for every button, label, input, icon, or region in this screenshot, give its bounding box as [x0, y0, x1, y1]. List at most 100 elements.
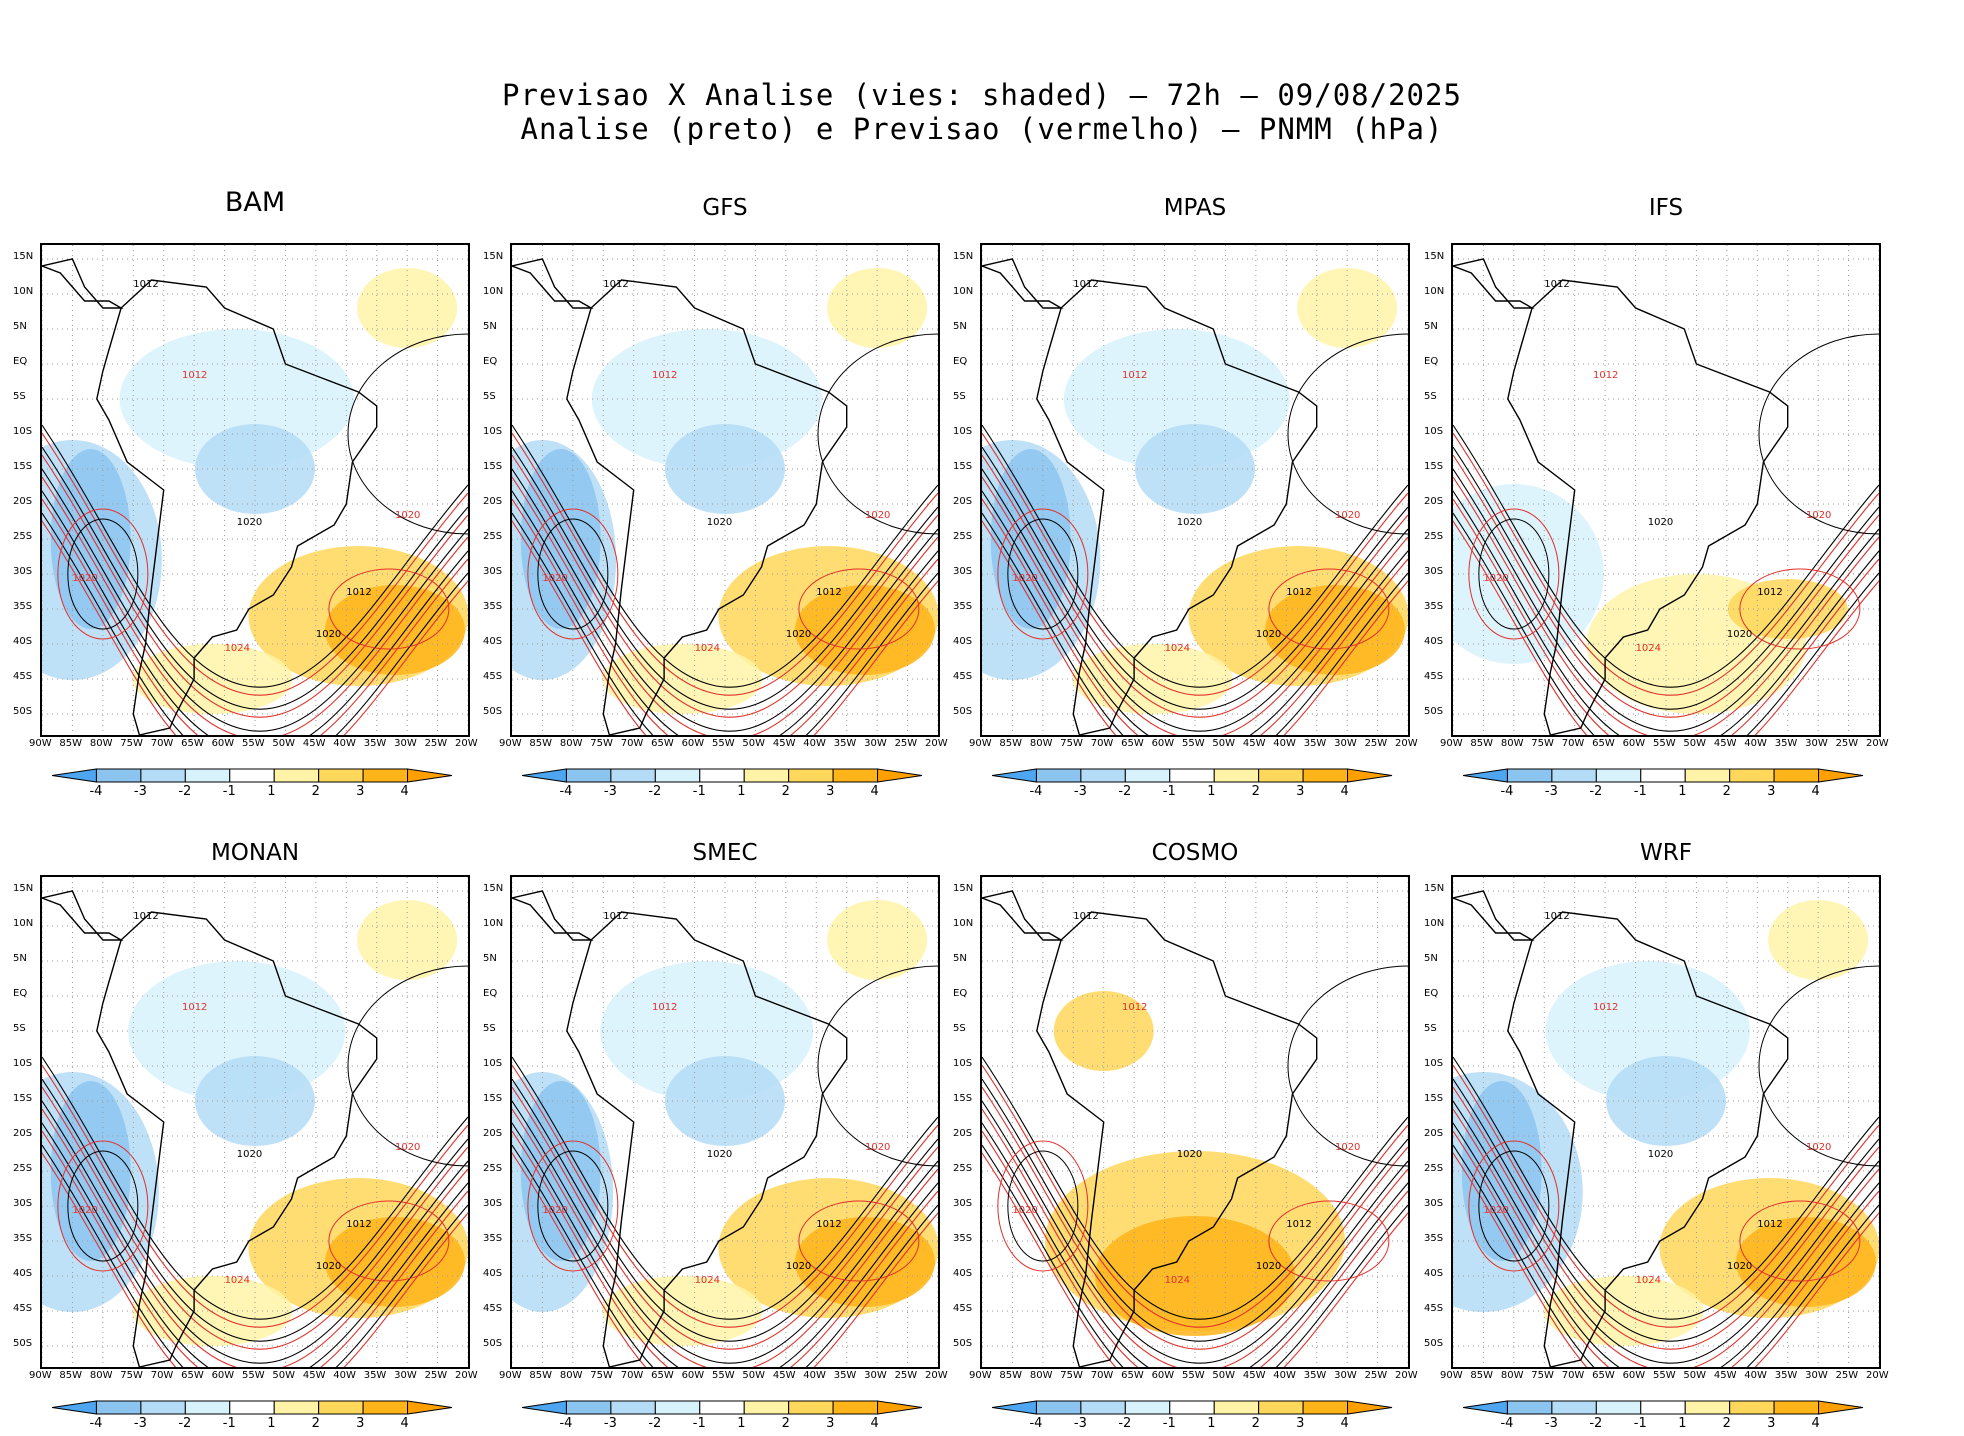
analysis-isobar: [42, 512, 468, 735]
lon-tick-label: 25W: [424, 738, 448, 749]
lon-tick-label: 65W: [1592, 1370, 1615, 1381]
isobar-label: 1012: [1757, 1219, 1782, 1230]
colorbar-segment: [362, 1400, 409, 1415]
isobar-label: 1012: [346, 587, 371, 598]
forecast-isobar: [1739, 568, 1861, 650]
colorbar-monan: [52, 1400, 453, 1415]
lat-tick-label: 30S: [1424, 1198, 1444, 1209]
colorbar-segment: [1213, 1400, 1260, 1415]
lat-tick-label: 5S: [1424, 1023, 1437, 1034]
colorbar-tick-label: 1: [1678, 784, 1687, 799]
lon-tick-label: 60W: [1622, 738, 1646, 749]
colorbar-segment: [1818, 768, 1864, 783]
lon-tick-label: 30W: [394, 1370, 417, 1381]
colorbar-segment: [1729, 1400, 1775, 1415]
negative-bias-area: [591, 329, 822, 469]
lon-tick-label: 30W: [1805, 738, 1828, 749]
analysis-isobar: [982, 1078, 1408, 1342]
central-america-coastline: [42, 258, 124, 309]
isobar-label: 1012: [1593, 370, 1618, 381]
colorbar-segment: [522, 1400, 567, 1415]
isobar-label: 1012: [1286, 587, 1311, 598]
isobar-label: 1024: [695, 1275, 720, 1286]
forecast-isobar: [982, 476, 1408, 735]
isobar-label: 1012: [1286, 1219, 1311, 1230]
map-panel-monan: 1012 1012 1020 1024 1012 1020 1020 1020: [40, 875, 470, 1369]
isobar-label: 1020: [72, 1205, 97, 1216]
lon-tick-label: 75W: [1531, 738, 1554, 749]
lon-tick-label: 85W: [1470, 1370, 1494, 1381]
lon-tick-label: 30W: [1805, 1370, 1828, 1381]
lon-tick-label: 75W: [1060, 1370, 1083, 1381]
forecast-isobar: [512, 1152, 938, 1367]
lat-tick-label: 5N: [483, 321, 497, 332]
lat-tick-label: 50S: [1424, 706, 1444, 717]
negative-bias-area: [1606, 1056, 1726, 1146]
isobar-label: 1012: [1757, 587, 1782, 598]
isobar-label: 1024: [1636, 1275, 1661, 1286]
lat-tick-label: EQ: [483, 356, 498, 367]
lon-tick-label: 45W: [1713, 738, 1737, 749]
colorbar-segment: [1169, 768, 1215, 783]
analysis-isobar: [982, 1056, 1408, 1320]
lon-tick-label: 80W: [1029, 1370, 1053, 1381]
lat-tick-label: 10N: [483, 918, 504, 929]
colorbar-tick-label: 4: [870, 784, 879, 799]
analysis-isobar: [42, 446, 468, 710]
isobar-label: 1012: [816, 587, 841, 598]
lat-tick-label: 15S: [13, 1093, 33, 1104]
positive-bias-area: [827, 268, 928, 348]
colorbar-tick-label: 1: [737, 784, 746, 799]
map-canvas: 1012 1012 1020 1024 1012 1020 1020 1020: [982, 245, 1408, 735]
colorbar-mpas: [992, 768, 1393, 783]
lat-tick-label: 20S: [483, 1128, 503, 1139]
analysis-isobar: [512, 1056, 938, 1320]
isobar-label: 1020: [1256, 629, 1281, 640]
forecast-isobar: [997, 1140, 1089, 1272]
colorbar-segment: [788, 768, 834, 783]
colorbar-tick-label: -2: [178, 784, 192, 799]
central-america-coastline: [982, 890, 1064, 941]
colorbar-tick-label: -3: [1544, 784, 1558, 799]
central-america-coastline: [512, 890, 594, 941]
colorbar-segment: [1551, 768, 1597, 783]
isobar-label: 1020: [72, 573, 97, 584]
isobar-label: 1020: [786, 1261, 811, 1272]
lon-tick-label: 20W: [1866, 738, 1889, 749]
analysis-isobar: [982, 1144, 1408, 1367]
isobar-label: 1020: [1483, 1205, 1508, 1216]
isobar-label: 1012: [603, 911, 628, 922]
colorbar-tick-label: 2: [1251, 1416, 1260, 1431]
south-america-coastline: [1507, 279, 1789, 735]
colorbar-tick-label: 3: [356, 784, 365, 799]
colorbar-segment: [318, 1400, 364, 1415]
isobar-label: 1020: [1727, 629, 1752, 640]
analysis-isobar: [1453, 446, 1879, 710]
colorbar-tick-label: 2: [311, 1416, 320, 1431]
colorbar-tick-label: 1: [1207, 784, 1216, 799]
negative-bias-area: [195, 424, 315, 514]
lon-tick-label: 45W: [1242, 1370, 1266, 1381]
lat-tick-label: 25S: [483, 1163, 503, 1174]
lon-tick-label: 90W: [499, 738, 522, 749]
colorbar-tick-label: 3: [826, 1416, 835, 1431]
lon-tick-label: 65W: [1121, 1370, 1144, 1381]
lat-tick-label: 5N: [13, 953, 27, 964]
south-america-coastline: [566, 279, 848, 735]
map-canvas: 1012 1012 1020 1024 1012 1020 1020 1020: [512, 245, 938, 735]
analysis-isobar: [1758, 965, 1879, 1167]
colorbar-segment: [1035, 768, 1082, 783]
lon-tick-label: 40W: [803, 738, 826, 749]
lat-tick-label: 40S: [483, 636, 503, 647]
colorbar-segment: [610, 1400, 656, 1415]
lat-tick-label: 35S: [1424, 1233, 1444, 1244]
isobar-label: 1024: [1636, 643, 1661, 654]
forecast-isobar: [982, 520, 1408, 735]
colorbar-tick-label: -3: [1073, 784, 1087, 799]
colorbar-tick-label: 1: [737, 1416, 746, 1431]
colorbar-segment: [743, 1400, 790, 1415]
central-america-coastline: [42, 890, 124, 941]
map-panel-cosmo: 1012 1012 1020 1024 1012 1020 1020 1020: [980, 875, 1410, 1369]
forecast-isobar: [1468, 508, 1560, 640]
colorbar-segment: [1302, 1400, 1349, 1415]
